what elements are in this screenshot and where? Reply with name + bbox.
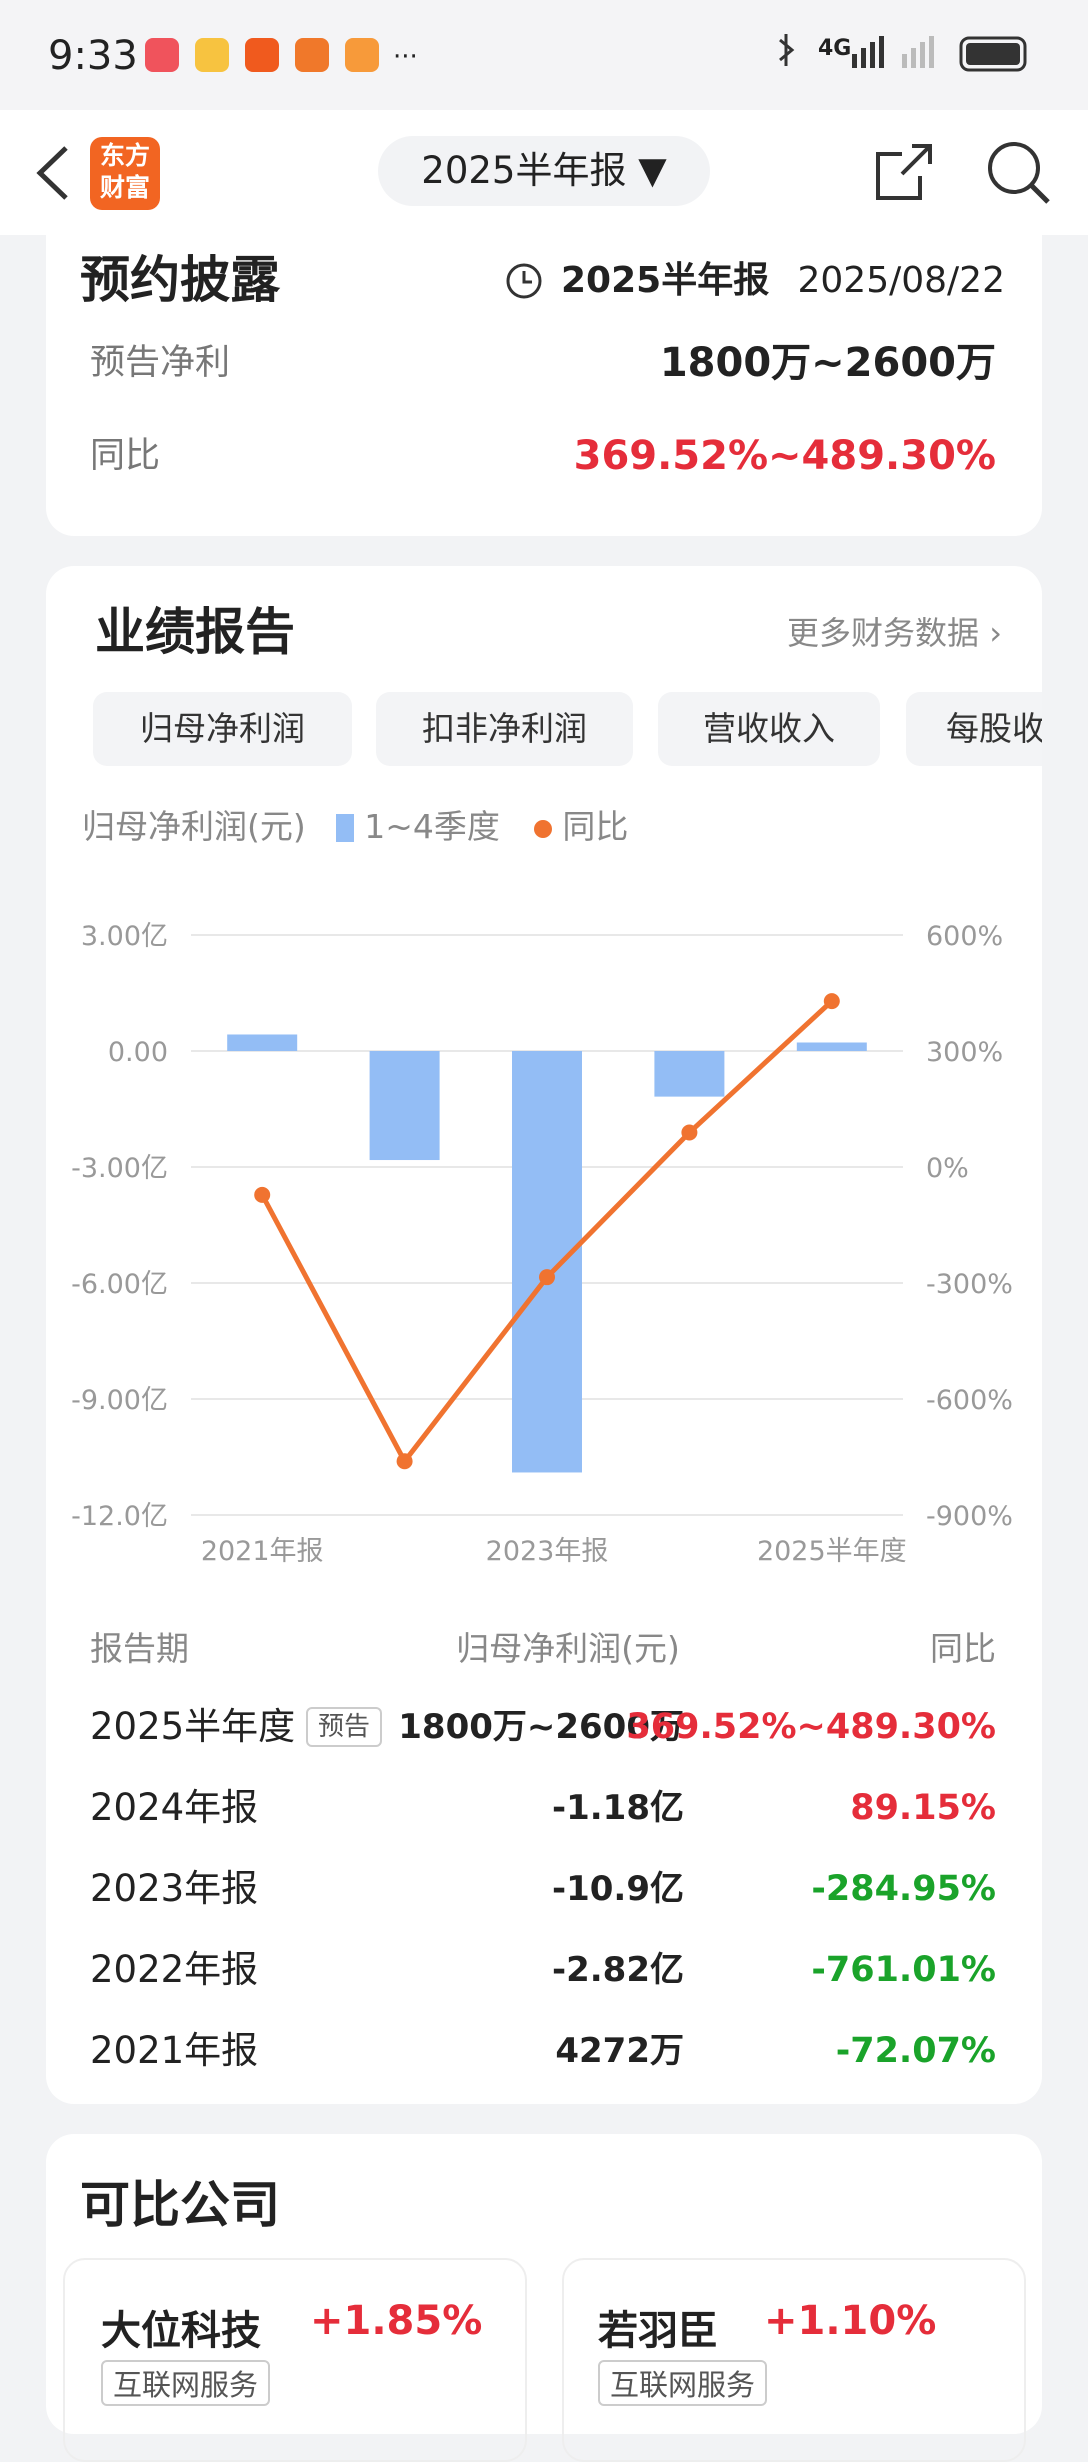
table-header: 归母净利润(元) <box>456 1629 680 1668</box>
peer-change: +1.10% <box>764 2298 937 2344</box>
tab-strip: 归母净利润 扣非净利润 营收收入 每股收 <box>46 692 1042 766</box>
signal-battery <box>779 34 1027 72</box>
icon <box>145 38 179 72</box>
report-selector[interactable]: 2025半年报 ▼ <box>378 136 710 206</box>
row-label: 预告净利 <box>90 343 231 383</box>
row-period: 2021年报 <box>90 2029 259 2072</box>
icon <box>295 38 329 72</box>
peers-title: 可比公司 <box>80 2176 280 2234</box>
tab[interactable]: 扣非净利润 <box>376 692 633 766</box>
legend-label: 同比 <box>562 807 629 846</box>
icon <box>195 38 229 72</box>
line-point <box>396 1453 413 1470</box>
x-tick-label: 2023年报 <box>486 1536 609 1567</box>
icon: ··· <box>393 42 418 72</box>
row-value: -10.9亿 <box>552 1869 684 1909</box>
peer-industry: 互联网服务 <box>598 2360 768 2406</box>
tab[interactable]: 每股收 <box>906 692 1042 766</box>
y-tick-label: -6.00亿 <box>71 1269 168 1300</box>
bar <box>227 1034 298 1051</box>
performance-title: 业绩报告 <box>95 603 295 661</box>
y-tick-label: 0.00 <box>108 1037 168 1068</box>
row-value: -1.18亿 <box>552 1788 684 1828</box>
bar <box>369 1051 440 1161</box>
chart-legend: 归母净利润(元) 1~4季度 同比 <box>82 805 628 849</box>
y2-tick-label: 0% <box>926 1153 969 1184</box>
disclosure-card <box>46 235 1042 536</box>
y-tick-label: 3.00亿 <box>81 921 168 952</box>
clock-icon <box>506 263 542 299</box>
peer-card[interactable]: 若羽臣 +1.10% 互联网服务 <box>562 2258 1026 2462</box>
row-period: 2022年报 <box>90 1948 259 1991</box>
bar <box>654 1051 725 1097</box>
peers-card <box>46 2134 1042 2434</box>
row-yoy: -72.07% <box>835 2031 996 2071</box>
y-axis-label: 归母净利润(元) <box>82 807 306 846</box>
disclosure-report: 2025半年报 <box>561 260 770 301</box>
x-tick-label: 2021年报 <box>201 1536 324 1567</box>
row-value: 1800万~2600万 <box>659 340 996 386</box>
more-link[interactable]: 更多财务数据 › <box>787 614 1002 652</box>
legend-swatch <box>336 814 355 842</box>
y-tick-label: -9.00亿 <box>71 1385 168 1416</box>
app-icons: ··· <box>145 38 418 74</box>
back-button[interactable] <box>30 140 80 206</box>
bar <box>796 1042 867 1051</box>
row-badge: 预告 <box>306 1707 383 1747</box>
row-yoy: -761.01% <box>811 1950 996 1990</box>
peer-card[interactable]: 大位科技 +1.85% 互联网服务 <box>63 2258 527 2462</box>
row-yoy: -284.95% <box>811 1869 996 1909</box>
row-yoy: 89.15% <box>850 1788 996 1828</box>
page: 9:33 ··· 4G 东方 财富 2025半年报 ▼ 预约披露 2025半年报 … <box>0 33 1088 2462</box>
row-label: 同比 <box>90 436 161 476</box>
disclosure-title: 预约披露 <box>80 251 280 309</box>
logo-text: 东方 <box>99 141 150 170</box>
row-value: 369.52%~489.30% <box>573 433 996 479</box>
row-period: 2024年报 <box>90 1786 259 1829</box>
peer-name: 大位科技 <box>101 2308 261 2354</box>
search-button[interactable] <box>984 138 1054 208</box>
logo: 东方 财富 <box>90 137 160 210</box>
network: 4G <box>818 36 852 61</box>
chart: 3.00亿 0.00 -3.00亿 -6.00亿 -9.00亿 -12.0亿 600% 300… <box>71 921 1013 1567</box>
legend-swatch <box>534 820 553 838</box>
row-period: 2023年报 <box>90 1867 259 1910</box>
peer-name: 若羽臣 <box>598 2308 718 2354</box>
y2-tick-label: -600% <box>926 1385 1013 1416</box>
line-point <box>823 993 840 1010</box>
y2-tick-label: -300% <box>926 1269 1013 1300</box>
icon <box>345 38 379 72</box>
table-header: 同比 <box>930 1629 996 1668</box>
y-tick-label: -3.00亿 <box>71 1153 168 1184</box>
table-header: 报告期 <box>90 1629 189 1668</box>
legend-label: 1~4季度 <box>364 807 500 846</box>
tab[interactable]: 归母净利润 <box>93 692 352 766</box>
peer-industry: 互联网服务 <box>101 2360 271 2406</box>
more-link-text: 更多财务数据 <box>787 614 980 652</box>
share-button[interactable] <box>872 140 936 204</box>
line-point <box>254 1186 271 1203</box>
x-tick-label: 2025半年度 <box>757 1536 907 1567</box>
row-value: 4272万 <box>555 2031 684 2071</box>
peer-change: +1.85% <box>310 2298 483 2344</box>
disclosure-date: 2025/08/22 <box>797 260 1006 301</box>
report-selector-text: 2025半年报 <box>421 149 627 192</box>
logo-text: 财富 <box>99 173 150 202</box>
y-tick-label: -12.0亿 <box>71 1501 168 1532</box>
y2-tick-label: 300% <box>926 1037 1003 1068</box>
row-value: 1800万~2600万 <box>398 1707 684 1747</box>
row-yoy: 369.52%~489.30% <box>626 1707 996 1747</box>
y2-tick-label: -900% <box>926 1501 1013 1532</box>
y2-tick-label: 600% <box>926 921 1003 952</box>
bar <box>512 1051 582 1473</box>
icon <box>245 38 279 72</box>
clock: 9:33 <box>48 33 138 79</box>
line-point <box>681 1124 698 1141</box>
tab[interactable]: 营收收入 <box>658 692 880 766</box>
row-period: 2025半年度 <box>90 1705 296 1748</box>
line-point <box>539 1269 555 1286</box>
row-value: -2.82亿 <box>552 1950 684 1990</box>
